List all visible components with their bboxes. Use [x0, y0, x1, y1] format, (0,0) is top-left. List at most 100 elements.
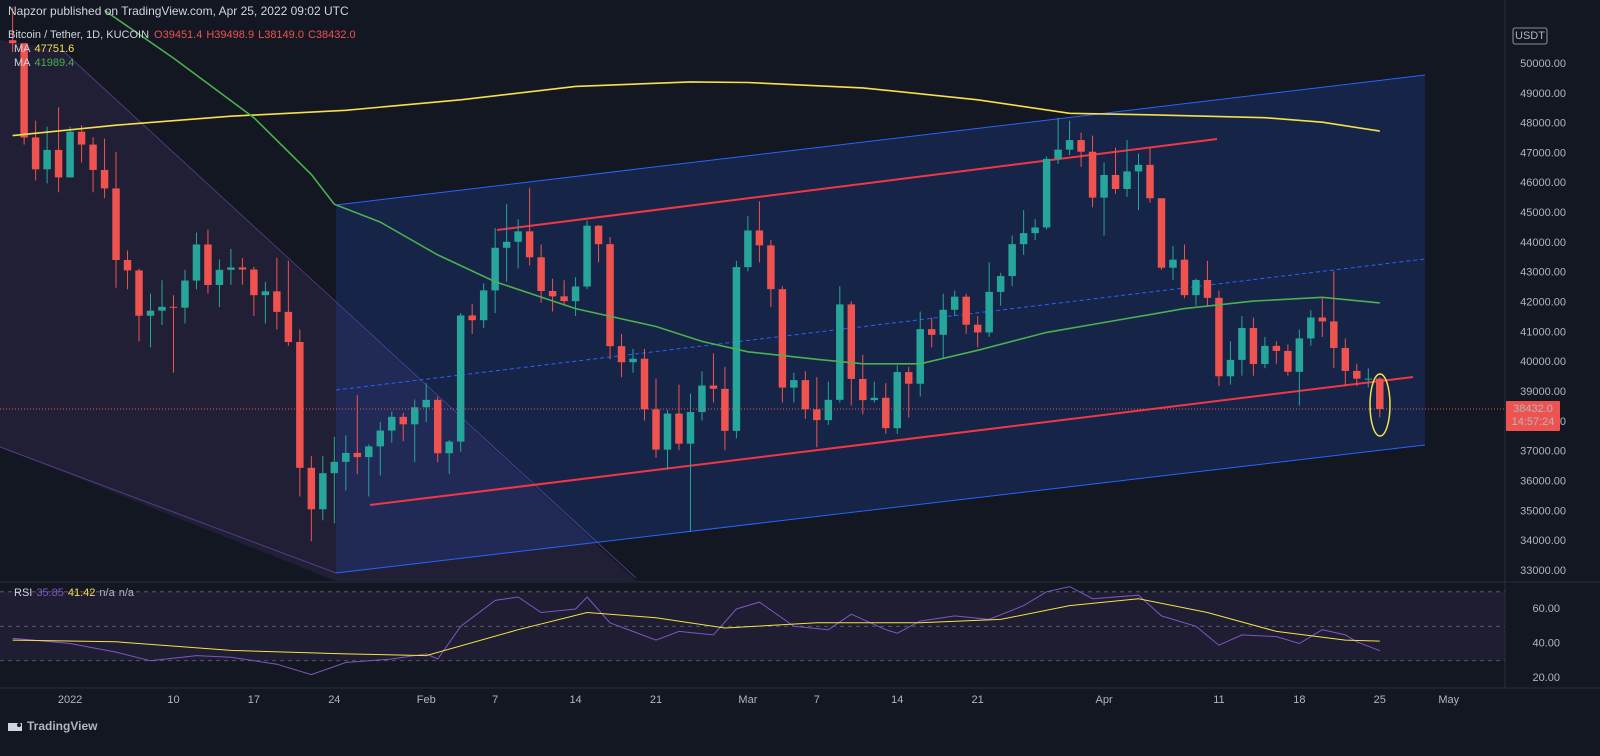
candle-body — [1215, 297, 1223, 377]
channel-mid — [335, 258, 1426, 391]
ma-value: 47751.6 — [35, 43, 75, 55]
candle-body — [927, 329, 936, 335]
ma-legend: MA 47751.6 — [14, 43, 74, 55]
y-tick-label: 44000.00 — [1520, 237, 1566, 249]
last-price-box — [1506, 401, 1560, 432]
candle-body — [1295, 338, 1304, 372]
candle-body — [594, 225, 603, 245]
candle-body — [376, 430, 385, 447]
candle-body — [767, 245, 775, 290]
candle-body — [284, 311, 293, 342]
candle-body — [1146, 164, 1154, 199]
candle-body — [77, 131, 86, 145]
candle-body — [778, 289, 787, 388]
candle-body — [652, 409, 660, 450]
x-tick-label: 2022 — [58, 694, 82, 706]
candle-body — [996, 276, 1005, 292]
y-tick-label: 43000.00 — [1520, 267, 1566, 279]
candle-body — [296, 341, 304, 468]
candle-body — [307, 467, 316, 510]
candle-body — [606, 244, 614, 347]
candle-body — [985, 291, 993, 333]
candle-body — [1088, 151, 1097, 198]
countdown-label: 14:57:24 — [1512, 416, 1555, 428]
brand: TradingView — [27, 719, 98, 733]
y-tick-label: 36000.00 — [1520, 475, 1566, 487]
rsi-line — [12, 598, 1380, 657]
candle-body — [8, 40, 17, 44]
rsi-ma-value: 41.42 — [68, 587, 96, 599]
candle-body — [583, 225, 591, 287]
x-tick-label: 18 — [1293, 694, 1305, 706]
candle-body — [31, 137, 40, 170]
candle-body — [721, 388, 729, 431]
y-tick-label: 34000.00 — [1520, 535, 1566, 547]
symbol-legend: Bitcoin / Tether, 1D, KUCOIN O39451.4 H394… — [8, 29, 356, 41]
rsi-value: 35.85 — [36, 587, 64, 599]
y-tick-label: 50000.00 — [1520, 58, 1566, 70]
candle-body — [330, 461, 339, 474]
candle-body — [238, 267, 247, 270]
x-tick-label: 11 — [1213, 694, 1224, 706]
x-tick-label: 14 — [569, 694, 581, 706]
candle-body — [1134, 164, 1143, 172]
candle-body — [43, 149, 51, 170]
candle-body — [433, 399, 442, 454]
candle-body — [1169, 259, 1177, 268]
y-tick-label: 39000.00 — [1520, 386, 1566, 398]
candle-body — [560, 296, 568, 302]
brand-logo — [8, 723, 22, 731]
moving-average — [12, 81, 1380, 137]
candle-body — [617, 346, 626, 363]
x-tick-label: May — [1438, 694, 1459, 706]
candle-body — [675, 413, 683, 444]
price-pane — [0, 7, 1505, 542]
candle-body — [261, 291, 270, 296]
ohlc-low: L38149.0 — [258, 29, 304, 41]
rsi-line — [12, 586, 1380, 676]
candle-body — [1031, 227, 1039, 234]
candle-body — [1077, 140, 1085, 152]
candle-body — [1330, 321, 1338, 348]
rsi-tick-label: 40.00 — [1532, 637, 1560, 649]
last-price-label: 38432.0 — [1513, 403, 1553, 415]
candle-body — [836, 304, 844, 400]
candle-body — [813, 409, 821, 421]
candle-body — [905, 372, 913, 384]
highlight-ellipse — [1369, 373, 1391, 437]
ohlc-high: H39498.9 — [206, 29, 254, 41]
candle-body — [215, 269, 224, 286]
rsi-na: n/a — [99, 587, 115, 599]
y-tick-label: 37000.00 — [1520, 446, 1566, 458]
candle-body — [916, 329, 924, 384]
candle-body — [629, 358, 637, 363]
candle-body — [273, 291, 281, 312]
candle-body — [859, 378, 867, 401]
candle-body — [698, 385, 706, 413]
x-tick-label: 7 — [814, 694, 820, 706]
moving-average — [104, 9, 1380, 365]
candle-body — [870, 397, 879, 401]
ma-legend: MA 41989.4 — [14, 57, 74, 69]
candle-body — [1341, 347, 1350, 371]
y-tick-label: 47000.00 — [1520, 147, 1566, 159]
candle-body — [1111, 174, 1120, 190]
x-tick-label: Apr — [1095, 694, 1112, 706]
candle-body — [1238, 327, 1246, 360]
x-tick-label: 21 — [650, 694, 662, 706]
candle-body — [342, 452, 350, 462]
candle-body — [1203, 279, 1212, 298]
candle-body — [158, 306, 166, 311]
candle-body — [204, 244, 212, 286]
candle-body — [525, 231, 534, 258]
ohlc-open: O39451.4 — [154, 29, 202, 41]
candle-body — [709, 385, 718, 389]
candle-body — [1054, 149, 1062, 159]
candle-body — [893, 372, 901, 429]
candle-body — [112, 188, 120, 260]
candle-body — [1180, 259, 1189, 296]
candle-body — [1100, 174, 1108, 198]
candle-body — [663, 413, 672, 450]
candle-body — [548, 290, 557, 297]
y-tick-label: 46000.00 — [1520, 177, 1566, 189]
